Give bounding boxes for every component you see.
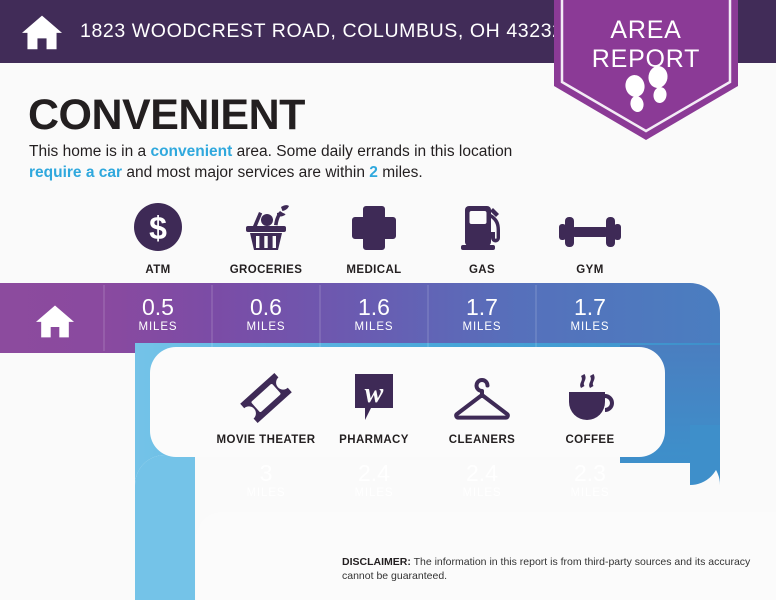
distance-value: 0.5 — [142, 294, 174, 320]
distance-value: 1.7 — [574, 294, 606, 320]
distance-value: 3 — [259, 460, 273, 486]
pharmacy-w-icon: w — [349, 370, 399, 424]
distance-row-1: 0.5 MILES 0.6 MILES 1.6 MILES 1.7 MILES … — [104, 294, 644, 334]
distance-unit: MILES — [246, 321, 286, 333]
distance-value: 2.4 — [466, 460, 498, 486]
desc-part-1: This home is in a — [29, 143, 151, 160]
amenity-gas: GAS — [428, 200, 536, 276]
medical-cross-icon — [348, 200, 400, 254]
disclaimer: DISCLAIMER: The information in this repo… — [342, 555, 762, 583]
distance-unit: MILES — [570, 321, 610, 333]
desc-highlight-3: 2 — [369, 164, 378, 181]
distance-cell-atm: 0.5 MILES — [104, 294, 212, 334]
distance-unit: MILES — [354, 487, 394, 499]
distance-unit: MILES — [462, 487, 502, 499]
distance-cell-groceries: 0.6 MILES — [212, 294, 320, 334]
coffee-cup-icon — [561, 370, 619, 424]
distance-cell-gas: 1.7 MILES — [428, 294, 536, 334]
area-report-badge: AREA REPORT — [548, 0, 744, 146]
grocery-basket-icon — [237, 200, 295, 254]
distance-cell-medical: 1.6 MILES — [320, 294, 428, 334]
amenity-label: ATM — [145, 264, 171, 276]
amenity-groceries: GROCERIES — [212, 200, 320, 276]
disclaimer-label: DISCLAIMER: — [342, 556, 411, 568]
dumbbell-icon — [559, 200, 621, 254]
distance-cell-pharmacy: 2.4 MILES — [320, 460, 428, 500]
distance-value: 2.3 — [574, 460, 606, 486]
amenity-row-2: MOVIE THEATER w PHARMACY CLEANERS — [212, 370, 644, 446]
footprints-icon — [625, 66, 668, 112]
distance-unit: MILES — [570, 487, 610, 499]
amenity-gym: GYM — [536, 200, 644, 276]
distance-cell-cleaners: 2.4 MILES — [428, 460, 536, 500]
amenity-label: PHARMACY — [339, 434, 409, 446]
amenity-label: GYM — [576, 264, 604, 276]
amenity-movie-theater: MOVIE THEATER — [212, 370, 320, 446]
header-address: 1823 WOODCREST ROAD, COLUMBUS, OH 43232 — [80, 20, 564, 42]
distance-cell-movie-theater: 3 MILES — [212, 460, 320, 500]
desc-part-2: area. Some daily errands in this locatio… — [232, 143, 513, 160]
amenity-label: MEDICAL — [346, 264, 402, 276]
ribbon-home-chip — [34, 302, 76, 345]
amenity-medical: MEDICAL — [320, 200, 428, 276]
desc-highlight-1: convenient — [150, 143, 233, 160]
home-icon — [36, 305, 74, 338]
clothes-hanger-icon — [451, 370, 513, 424]
movie-ticket-icon — [237, 370, 295, 424]
amenity-label: CLEANERS — [448, 434, 516, 446]
amenity-label: MOVIE THEATER — [216, 434, 316, 446]
badge-pennant-shape — [554, 0, 738, 140]
distance-unit: MILES — [246, 487, 286, 499]
distance-cell-gym: 1.7 MILES — [536, 294, 644, 334]
amenity-label: COFFEE — [565, 434, 615, 446]
badge-line-2: REPORT — [591, 45, 701, 73]
distance-unit: MILES — [462, 321, 502, 333]
disclaimer-text: The information in this report is from t… — [342, 556, 751, 582]
gas-pump-icon — [455, 200, 509, 254]
desc-highlight-2: require a car — [29, 164, 123, 181]
amenity-label: GROCERIES — [229, 264, 303, 276]
svg-text:$: $ — [149, 210, 167, 246]
distance-value: 0.6 — [250, 294, 282, 320]
amenity-cleaners: CLEANERS — [428, 370, 536, 446]
dollar-circle-icon: $ — [131, 200, 185, 254]
desc-part-3: and most major services are within — [122, 164, 370, 181]
distance-row-2: 3 MILES 2.4 MILES 2.4 MILES 2.3 MILES — [212, 460, 644, 500]
amenity-coffee: COFFEE — [536, 370, 644, 446]
distance-unit: MILES — [138, 321, 178, 333]
badge-label: AREA REPORT — [548, 16, 744, 74]
amenity-label: GAS — [468, 264, 496, 276]
ribbon-bottom-panel — [196, 512, 776, 600]
distance-value: 1.7 — [466, 294, 498, 320]
amenity-row-1: $ ATM — [104, 200, 644, 276]
distance-cell-coffee: 2.3 MILES — [536, 460, 644, 500]
home-icon — [22, 15, 62, 49]
badge-line-1: AREA — [610, 16, 682, 44]
amenity-atm: $ ATM — [104, 200, 212, 276]
desc-part-4: miles. — [377, 164, 423, 181]
distance-unit: MILES — [354, 321, 394, 333]
distance-value: 2.4 — [358, 460, 390, 486]
amenity-pharmacy: w PHARMACY — [320, 370, 428, 446]
page-title: CONVENIENT — [28, 91, 305, 139]
distance-value: 1.6 — [358, 294, 390, 320]
page-description: This home is in a convenient area. Some … — [29, 141, 549, 183]
svg-text:w: w — [365, 378, 384, 409]
